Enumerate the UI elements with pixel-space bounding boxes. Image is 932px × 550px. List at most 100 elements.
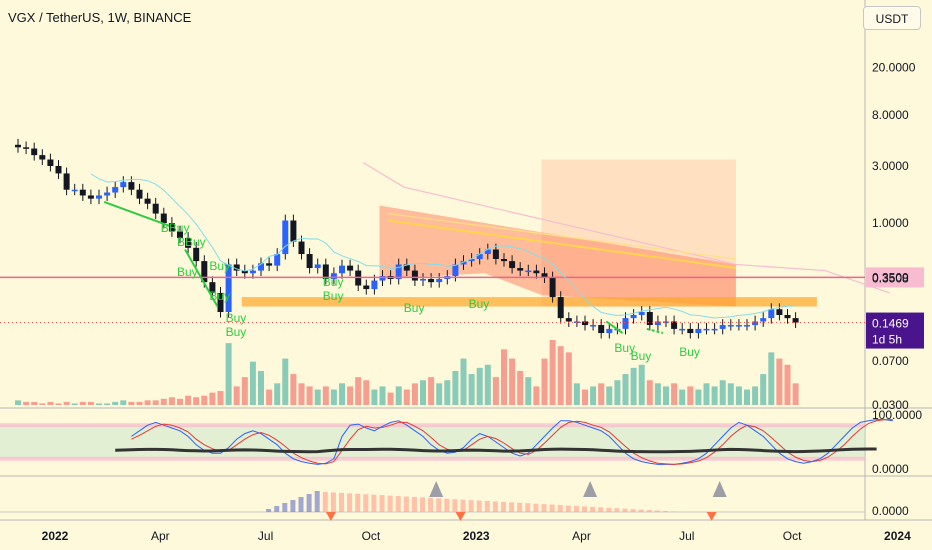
candle-body bbox=[776, 309, 783, 315]
volume-bar bbox=[501, 349, 507, 405]
candle-body bbox=[347, 265, 354, 271]
level-price-badge bbox=[866, 267, 924, 288]
symbol-title: VGX / TetherUS, 1W, BINANCE bbox=[8, 10, 192, 25]
histogram-bar bbox=[573, 505, 579, 512]
volume-bar bbox=[87, 401, 94, 405]
volume-bar bbox=[355, 377, 362, 405]
histogram-bar bbox=[436, 498, 442, 512]
time-tick-label: Jul bbox=[258, 529, 273, 543]
histogram-bar bbox=[298, 497, 304, 512]
price-tick-label: 20.0000 bbox=[872, 61, 916, 75]
time-tick-label: Apr bbox=[572, 529, 591, 543]
volume-bar bbox=[492, 377, 499, 405]
candle-body bbox=[654, 321, 661, 326]
volume-bar bbox=[144, 400, 151, 405]
price-tick-label: 0.0700 bbox=[872, 354, 909, 368]
histogram-bar bbox=[444, 498, 450, 512]
volume-bar bbox=[760, 374, 767, 405]
volume-bar bbox=[484, 364, 491, 405]
currency-button[interactable]: USDT bbox=[863, 6, 921, 30]
oscillator-tick-label: 100.0000 bbox=[872, 408, 922, 422]
price-tick-label: 0.3500 bbox=[872, 271, 909, 285]
volume-bar bbox=[768, 352, 775, 405]
volume-bar bbox=[638, 364, 645, 405]
volume-bar bbox=[31, 401, 38, 405]
trend-line bbox=[387, 219, 737, 270]
candle-body bbox=[598, 325, 605, 334]
candle-body bbox=[120, 182, 127, 188]
candle-body bbox=[104, 192, 111, 196]
volume-bar bbox=[565, 352, 572, 405]
volume-bar bbox=[136, 401, 143, 405]
volume-bar bbox=[363, 380, 370, 405]
volume-bar bbox=[630, 367, 637, 405]
volume-bar bbox=[55, 403, 62, 405]
candle-body bbox=[290, 220, 297, 242]
volume-bar bbox=[379, 386, 386, 405]
volume-bar bbox=[266, 389, 273, 405]
volume-bar bbox=[452, 370, 459, 405]
histogram-bar bbox=[638, 509, 644, 512]
volume-bar bbox=[63, 401, 70, 405]
histogram-bar bbox=[428, 497, 434, 512]
volume-bar bbox=[71, 403, 78, 405]
volume-bar bbox=[679, 389, 686, 405]
histogram-bar bbox=[517, 502, 523, 512]
trend-strength-line bbox=[115, 447, 877, 454]
candle-body bbox=[282, 220, 289, 255]
histogram-bar bbox=[533, 503, 539, 512]
volume-bar bbox=[322, 386, 329, 405]
candle-body bbox=[541, 273, 548, 278]
buy-signal-label: BBuy bbox=[161, 221, 190, 235]
signal-triangle-up bbox=[583, 481, 598, 497]
volume-bar bbox=[128, 401, 135, 405]
candle-body bbox=[314, 264, 321, 269]
candle-body bbox=[533, 270, 540, 274]
volume-bar bbox=[152, 400, 159, 405]
candle-body bbox=[719, 325, 726, 329]
histogram-bar bbox=[274, 506, 280, 512]
candle-body bbox=[152, 203, 159, 214]
candle-body bbox=[160, 213, 167, 224]
histogram-bar bbox=[484, 501, 490, 512]
volume-bar bbox=[776, 358, 783, 405]
histogram-bar bbox=[266, 509, 272, 512]
volume-bar bbox=[225, 343, 232, 405]
candle-body bbox=[630, 314, 637, 319]
histogram-bar bbox=[363, 494, 369, 512]
buy-signal-label: Buy bbox=[323, 289, 344, 303]
volume-bar bbox=[387, 392, 394, 405]
time-tick-label: 2022 bbox=[42, 529, 69, 543]
volume-bar bbox=[395, 386, 402, 405]
histogram-bar bbox=[347, 493, 353, 512]
histogram-bar bbox=[395, 496, 401, 512]
volume-bar bbox=[15, 400, 21, 405]
histogram-bar bbox=[330, 492, 336, 512]
candle-body bbox=[622, 318, 629, 329]
candle-body bbox=[266, 263, 273, 266]
candle-body bbox=[646, 312, 653, 326]
histogram-bar bbox=[492, 501, 498, 512]
buy-signal-label: Buy bbox=[679, 345, 700, 359]
candle-body bbox=[15, 144, 21, 148]
volume-bar bbox=[436, 383, 443, 405]
volume-bar bbox=[104, 403, 111, 405]
volume-bar bbox=[185, 395, 192, 405]
candle-body bbox=[760, 318, 767, 322]
volume-bar bbox=[703, 383, 710, 405]
candle-body bbox=[590, 325, 597, 327]
candle-body bbox=[727, 325, 734, 327]
candle-body bbox=[177, 231, 183, 238]
volume-bar bbox=[727, 383, 734, 405]
buy-signal-label: Buy bbox=[404, 301, 425, 315]
signal-triangle-down bbox=[325, 512, 336, 521]
candle-body bbox=[735, 325, 742, 327]
buy-signal-label: Buy bbox=[177, 265, 198, 279]
candle-body bbox=[565, 318, 572, 322]
candle-body bbox=[298, 241, 305, 255]
signal-triangle-down bbox=[455, 512, 466, 521]
time-tick-label: Jul bbox=[679, 529, 694, 543]
candle-body bbox=[168, 223, 175, 232]
